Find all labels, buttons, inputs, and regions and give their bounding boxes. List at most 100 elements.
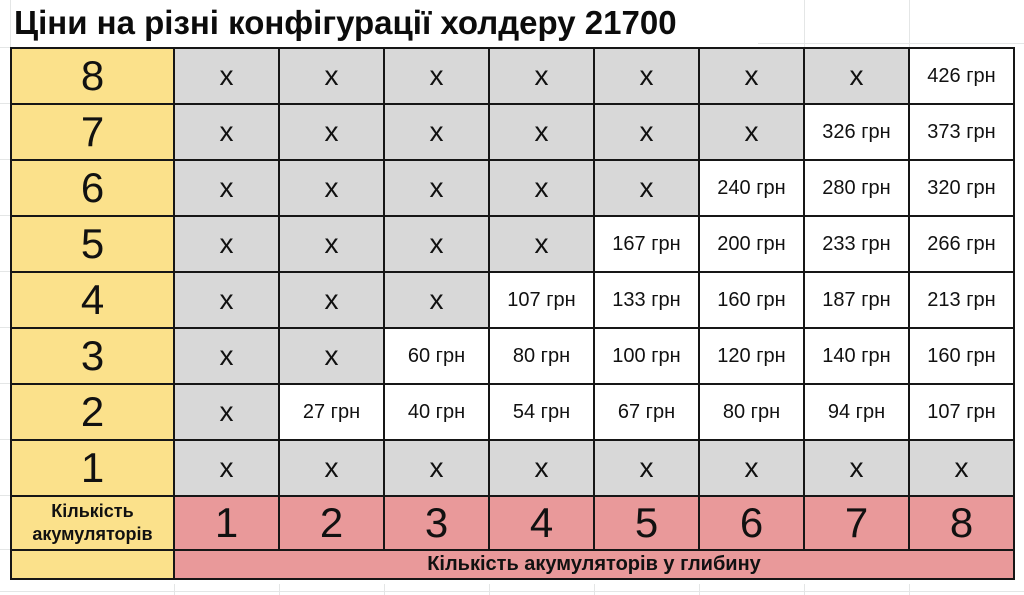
sheet-gridline-v	[804, 0, 805, 47]
price-cell: 40 грн	[385, 385, 488, 439]
sheet-gridline-v	[909, 0, 910, 47]
x-cell: х	[700, 49, 803, 103]
price-cell: 187 грн	[805, 273, 908, 327]
price-cell: 107 грн	[910, 385, 1013, 439]
x-cell: х	[175, 217, 278, 271]
x-cell: х	[700, 441, 803, 495]
col-header-cell: 2	[280, 497, 383, 549]
x-cell: х	[805, 49, 908, 103]
sheet-gridline-h	[0, 327, 10, 328]
price-cell: 100 грн	[595, 329, 698, 383]
price-cell: 160 грн	[700, 273, 803, 327]
row-header-cell: 1	[12, 441, 173, 495]
x-cell: х	[385, 161, 488, 215]
footer-axis-label-cell: Кількість акумуляторів у глибину	[175, 551, 1013, 578]
x-cell: х	[385, 217, 488, 271]
sheet-gridline-h	[0, 549, 10, 550]
price-table: 8 х х х х х х х 426 грн 7 х х х х х х 326 грн 373 грн 6 х х х…	[10, 47, 1015, 580]
price-cell: 280 грн	[805, 161, 908, 215]
x-cell: х	[595, 161, 698, 215]
price-cell: 373 грн	[910, 105, 1013, 159]
sheet-gridline-h	[0, 271, 10, 272]
x-cell: х	[490, 49, 593, 103]
price-cell: 426 грн	[910, 49, 1013, 103]
x-cell: х	[280, 217, 383, 271]
x-cell: х	[385, 273, 488, 327]
col-header-cell: 6	[700, 497, 803, 549]
sheet-gridline-v	[909, 584, 910, 595]
sheet-gridline-h	[0, 383, 10, 384]
x-cell: х	[385, 49, 488, 103]
x-cell: х	[280, 441, 383, 495]
x-cell: х	[595, 49, 698, 103]
price-cell: 320 грн	[910, 161, 1013, 215]
corner-header-cell: Кількість акумуляторів	[12, 497, 173, 549]
x-cell: х	[805, 441, 908, 495]
x-cell: х	[385, 105, 488, 159]
row-header-cell: 7	[12, 105, 173, 159]
x-cell: х	[175, 441, 278, 495]
x-cell: х	[595, 441, 698, 495]
price-cell: 120 грн	[700, 329, 803, 383]
x-cell: х	[280, 49, 383, 103]
price-cell: 107 грн	[490, 273, 593, 327]
price-cell: 60 грн	[385, 329, 488, 383]
sheet-gridline-h	[0, 103, 10, 104]
x-cell: х	[595, 105, 698, 159]
x-cell: х	[490, 217, 593, 271]
price-cell: 80 грн	[490, 329, 593, 383]
price-cell: 54 грн	[490, 385, 593, 439]
sheet-gridline-v	[384, 584, 385, 595]
x-cell: х	[175, 161, 278, 215]
x-cell: х	[175, 49, 278, 103]
sheet-gridline-h	[0, 47, 10, 48]
col-header-cell: 1	[175, 497, 278, 549]
price-cell: 67 грн	[595, 385, 698, 439]
price-cell: 266 грн	[910, 217, 1013, 271]
page-title: Ціни на різні конфігурації холдеру 21700	[14, 4, 677, 41]
price-cell: 80 грн	[700, 385, 803, 439]
sheet-gridline-v	[489, 584, 490, 595]
x-cell: х	[175, 105, 278, 159]
row-header-cell: 8	[12, 49, 173, 103]
sheet-gridline-v	[804, 584, 805, 595]
x-cell: х	[280, 105, 383, 159]
sheet-gridline-h	[0, 439, 10, 440]
footer-left-cell	[12, 551, 173, 578]
col-header-cell: 7	[805, 497, 908, 549]
x-cell: х	[385, 441, 488, 495]
sheet-gridline-h	[0, 591, 1024, 592]
x-cell: х	[175, 385, 278, 439]
col-header-cell: 5	[595, 497, 698, 549]
sheet-gridline-v	[594, 584, 595, 595]
price-cell: 140 грн	[805, 329, 908, 383]
row-header-cell: 6	[12, 161, 173, 215]
x-cell: х	[280, 329, 383, 383]
sheet-gridline-h	[0, 215, 10, 216]
row-header-cell: 3	[12, 329, 173, 383]
x-cell: х	[175, 329, 278, 383]
col-header-cell: 8	[910, 497, 1013, 549]
x-cell: х	[910, 441, 1013, 495]
sheet-gridline-v	[279, 584, 280, 595]
sheet-gridline-h	[758, 43, 1024, 44]
price-cell: 94 грн	[805, 385, 908, 439]
x-cell: х	[490, 161, 593, 215]
sheet-gridline-v	[174, 584, 175, 595]
price-cell: 233 грн	[805, 217, 908, 271]
price-cell: 160 грн	[910, 329, 1013, 383]
row-header-cell: 4	[12, 273, 173, 327]
price-cell: 240 грн	[700, 161, 803, 215]
x-cell: х	[700, 105, 803, 159]
row-header-cell: 2	[12, 385, 173, 439]
col-header-cell: 4	[490, 497, 593, 549]
price-cell: 167 грн	[595, 217, 698, 271]
x-cell: х	[490, 441, 593, 495]
x-cell: х	[280, 161, 383, 215]
price-cell: 27 грн	[280, 385, 383, 439]
x-cell: х	[175, 273, 278, 327]
price-cell: 326 грн	[805, 105, 908, 159]
sheet-gridline-h	[0, 159, 10, 160]
col-header-cell: 3	[385, 497, 488, 549]
sheet-gridline-v	[10, 0, 11, 47]
